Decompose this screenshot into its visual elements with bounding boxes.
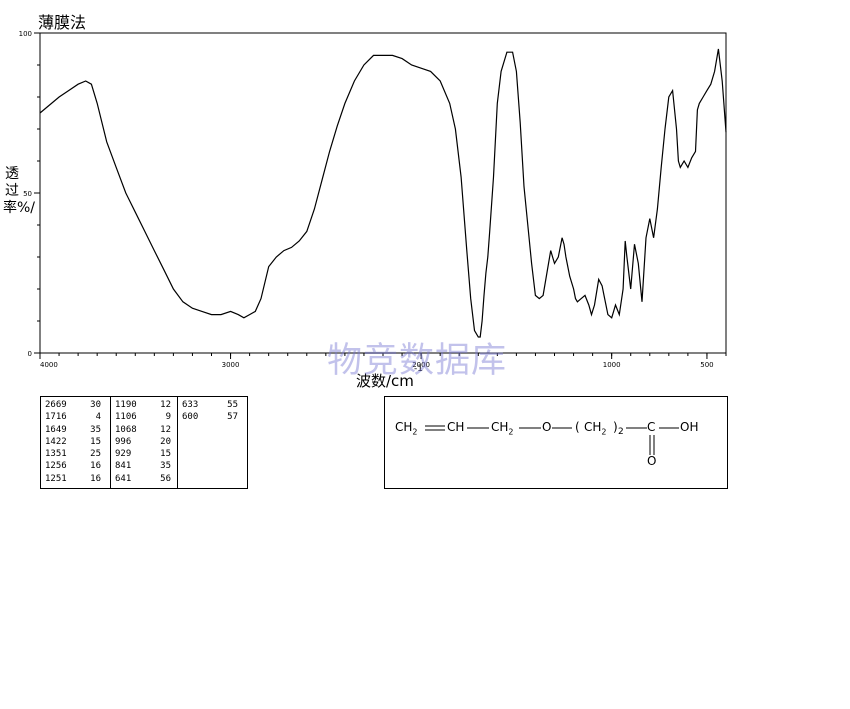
peak-row: 996 20 [115, 436, 177, 448]
x-tick-label: 1000 [603, 361, 621, 369]
peak-transmittance: 16 [90, 461, 101, 472]
structure-paren-close: ) [613, 420, 618, 434]
peak-column-3: 633 55 600 57 [178, 397, 247, 488]
peak-wavenumber: 1190 [115, 400, 137, 410]
peak-transmittance: 56 [160, 473, 171, 484]
structure-ch2: CH2 [491, 420, 514, 437]
peak-wavenumber: 633 [182, 400, 199, 410]
structure-carbonyl-o: O [647, 454, 657, 468]
peak-row: 1251 16 [45, 473, 110, 485]
peak-transmittance: 25 [90, 449, 101, 460]
watermark: 物竞数据库 [327, 341, 508, 381]
y-axis-label: 透过率%/ [3, 166, 36, 216]
peak-transmittance: 4 [95, 412, 101, 423]
peak-transmittance: 35 [160, 461, 171, 472]
peak-wavenumber: 1716 [45, 412, 67, 423]
peak-transmittance: 12 [160, 400, 171, 410]
peak-wavenumber: 929 [115, 449, 132, 460]
peak-wavenumber: 1649 [45, 424, 67, 435]
peak-row: 641 56 [115, 473, 177, 485]
peak-transmittance: 15 [90, 436, 101, 447]
peak-transmittance: 20 [160, 436, 171, 447]
peak-row: 1716 4 [45, 411, 110, 423]
chart-title: 薄膜法 [38, 13, 87, 32]
peak-row: 1422 15 [45, 436, 110, 448]
peak-transmittance: 57 [227, 412, 238, 423]
peak-wavenumber: 2669 [45, 400, 67, 410]
ir-spectrum-plot: 0 50 100 4000 3000 2000 1000 500 [19, 30, 727, 369]
structure-hydroxyl: OH [680, 420, 699, 434]
peak-row: 2669 30 [45, 399, 110, 411]
x-tick-label: 2000 [412, 361, 430, 369]
peak-row: 841 35 [115, 460, 177, 472]
structure-formula: CH2 CH CH2 O ( CH2 ) 2 C OH O [384, 396, 728, 489]
peak-wavenumber: 1106 [115, 412, 137, 423]
structure-carbonyl-c: C [647, 420, 656, 434]
structure-ether-o: O [542, 420, 552, 434]
peak-column-2: 1190 12 1106 9 1068 12 996 20 929 15 841 35 641 56 [111, 397, 178, 488]
x-tick-label: 500 [700, 361, 713, 369]
peak-transmittance: 55 [227, 400, 238, 410]
peak-transmittance: 30 [90, 400, 101, 410]
structure-ch2-repeat: CH2 [584, 420, 607, 437]
peak-row: 1190 12 [115, 399, 177, 411]
structure-ch2-vinyl: CH2 [395, 420, 418, 437]
peak-wavenumber: 600 [182, 412, 199, 423]
peak-wavenumber: 641 [115, 473, 132, 484]
peak-row: 1106 9 [115, 411, 177, 423]
peak-wavenumber: 841 [115, 461, 132, 472]
peak-row: 1256 16 [45, 460, 110, 472]
peak-row: 600 57 [182, 411, 247, 423]
peak-wavenumber: 996 [115, 436, 132, 447]
peak-column-1: 2669 30 1716 4 1649 35 1422 15 1351 25 1256 16 1251 1… [41, 397, 111, 488]
x-axis: 4000 3000 2000 1000 500 [39, 353, 727, 369]
y-tick-label: 100 [19, 30, 32, 38]
peak-transmittance: 15 [160, 449, 171, 460]
peak-wavenumber: 1256 [45, 461, 67, 472]
peak-wavenumber: 1351 [45, 449, 67, 460]
x-tick-label: 3000 [222, 361, 240, 369]
peak-row: 633 55 [182, 399, 247, 411]
spectrum-line [39, 48, 727, 338]
x-axis-label: 波数/cm [356, 372, 414, 390]
peak-wavenumber: 1251 [45, 473, 67, 484]
structure-repeat-count: 2 [618, 427, 624, 437]
peak-row: 1068 12 [115, 424, 177, 436]
peak-row: 1351 25 [45, 448, 110, 460]
structure-paren-open: ( [575, 420, 580, 434]
peak-transmittance: 9 [165, 412, 171, 423]
peak-transmittance: 12 [160, 424, 171, 435]
structure-bonds [425, 425, 679, 455]
peak-wavenumber: 1068 [115, 424, 137, 435]
y-axis: 0 50 100 [19, 30, 40, 358]
plot-frame [39, 32, 727, 354]
peak-row: 1649 35 [45, 424, 110, 436]
peak-table: 2669 30 1716 4 1649 35 1422 15 1351 25 1256 16 1251 1… [40, 396, 248, 489]
peak-row: 929 15 [115, 448, 177, 460]
y-tick-label: 50 [23, 190, 32, 198]
structure-ch: CH [447, 420, 465, 434]
peak-wavenumber: 1422 [45, 436, 67, 447]
x-axis-label-superscript: -1 [414, 364, 423, 374]
peak-transmittance: 35 [90, 424, 101, 435]
x-tick-label: 4000 [40, 361, 58, 369]
peak-transmittance: 16 [90, 473, 101, 484]
y-tick-label: 0 [28, 350, 32, 358]
